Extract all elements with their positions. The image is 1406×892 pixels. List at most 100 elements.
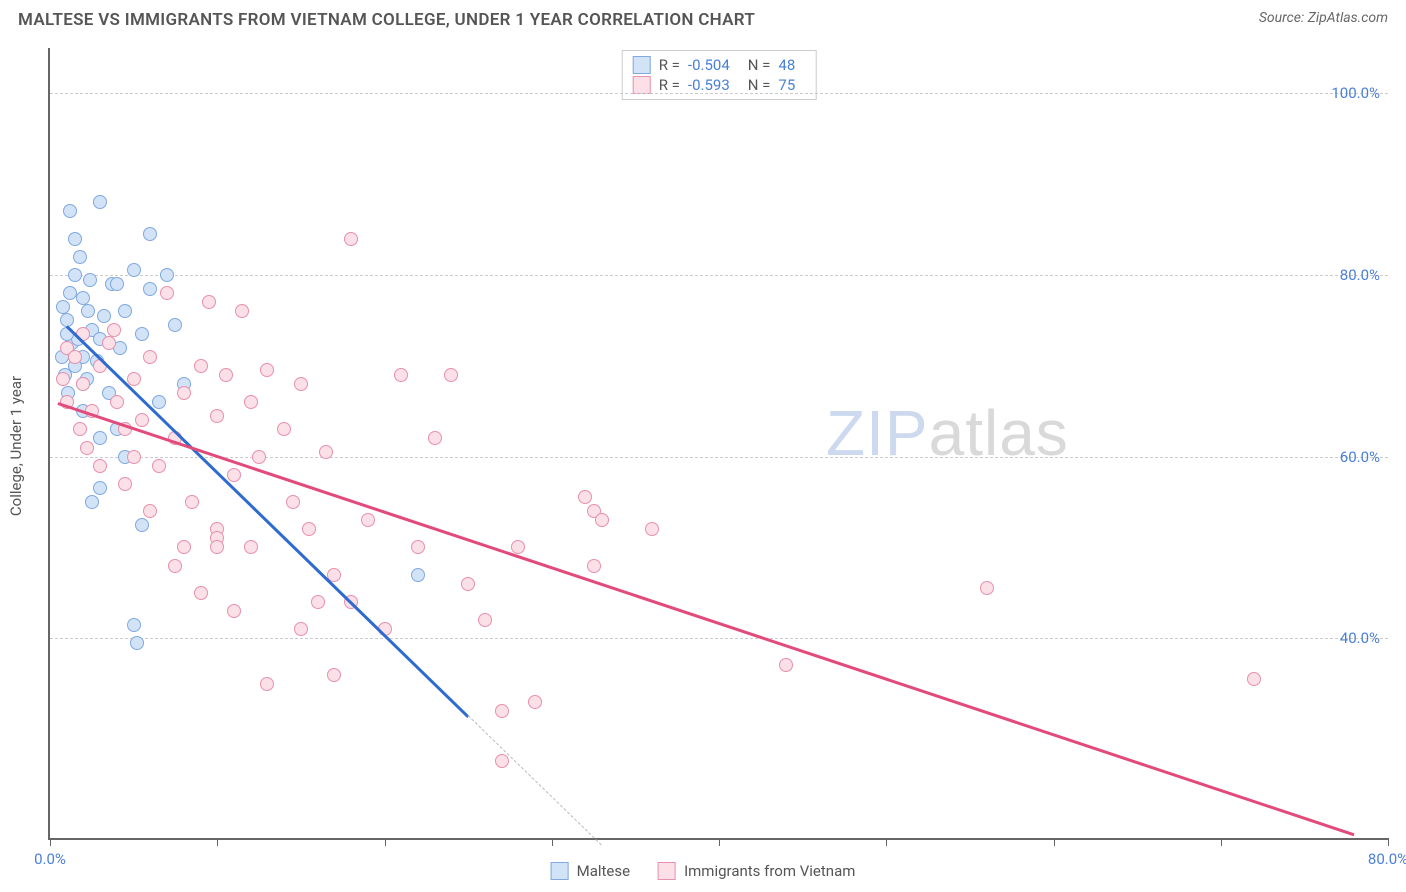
x-tick — [50, 838, 51, 846]
data-point-vietnam — [260, 677, 274, 691]
data-point-vietnam — [461, 577, 475, 591]
data-point-vietnam — [194, 586, 208, 600]
data-point-vietnam — [277, 422, 291, 436]
x-tick — [552, 838, 553, 846]
data-point-maltese — [135, 327, 149, 341]
data-point-maltese — [93, 481, 107, 495]
data-point-vietnam — [980, 581, 994, 595]
legend-label: Immigrants from Vietnam — [684, 862, 855, 880]
data-point-vietnam — [587, 559, 601, 573]
scatter-chart: ZIPatlas R = -0.504 N = 48 R = -0.593 N = 75 40… — [48, 48, 1388, 840]
data-point-vietnam — [177, 386, 191, 400]
y-tick-label: 80.0% — [1340, 266, 1380, 284]
r-value: -0.504 — [688, 56, 730, 74]
data-point-vietnam — [210, 409, 224, 423]
y-axis-label: College, Under 1 year — [7, 376, 25, 516]
series-legend: Maltese Immigrants from Vietnam — [551, 862, 856, 880]
gridline — [50, 275, 1388, 276]
data-point-vietnam — [110, 395, 124, 409]
legend-swatch-icon — [633, 76, 651, 94]
gridline — [50, 457, 1388, 458]
data-point-maltese — [130, 636, 144, 650]
x-tick-label: 0.0% — [34, 850, 66, 868]
data-point-vietnam — [244, 540, 258, 554]
data-point-vietnam — [80, 441, 94, 455]
data-point-vietnam — [76, 377, 90, 391]
n-label: N = — [748, 56, 771, 74]
data-point-vietnam — [143, 504, 157, 518]
y-tick-label: 60.0% — [1340, 448, 1380, 466]
data-point-vietnam — [118, 477, 132, 491]
data-point-vietnam — [185, 495, 199, 509]
data-point-maltese — [68, 232, 82, 246]
x-tick — [719, 838, 720, 846]
data-point-vietnam — [235, 304, 249, 318]
legend-swatch-icon — [633, 56, 651, 74]
data-point-vietnam — [135, 413, 149, 427]
data-point-vietnam — [194, 359, 208, 373]
chart-header: MALTESE VS IMMIGRANTS FROM VIETNAM COLLE… — [0, 0, 1406, 34]
trend-line — [468, 716, 602, 847]
data-point-maltese — [73, 250, 87, 264]
y-tick-label: 40.0% — [1340, 629, 1380, 647]
data-point-vietnam — [779, 658, 793, 672]
data-point-maltese — [97, 309, 111, 323]
data-point-vietnam — [93, 459, 107, 473]
x-tick — [385, 838, 386, 846]
data-point-vietnam — [227, 604, 241, 618]
data-point-maltese — [168, 318, 182, 332]
r-label: R = — [659, 76, 680, 94]
n-value: 75 — [778, 76, 795, 94]
source-prefix: Source: — [1259, 10, 1308, 26]
data-point-vietnam — [227, 468, 241, 482]
source-attribution: Source: ZipAtlas.com — [1259, 10, 1388, 26]
data-point-vietnam — [102, 336, 116, 350]
r-label: R = — [659, 56, 680, 74]
data-point-vietnam — [219, 368, 233, 382]
data-point-vietnam — [478, 613, 492, 627]
stats-row-maltese: R = -0.504 N = 48 — [633, 55, 806, 75]
stats-row-vietnam: R = -0.593 N = 75 — [633, 75, 806, 95]
data-point-maltese — [152, 395, 166, 409]
data-point-vietnam — [152, 459, 166, 473]
data-point-vietnam — [210, 540, 224, 554]
data-point-vietnam — [56, 372, 70, 386]
trend-line — [58, 402, 1355, 836]
data-point-vietnam — [595, 513, 609, 527]
chart-title: MALTESE VS IMMIGRANTS FROM VIETNAM COLLE… — [18, 10, 755, 30]
data-point-vietnam — [495, 704, 509, 718]
data-point-vietnam — [444, 368, 458, 382]
n-value: 48 — [778, 56, 795, 74]
data-point-maltese — [127, 263, 141, 277]
data-point-vietnam — [394, 368, 408, 382]
watermark-part2: atlas — [929, 397, 1069, 469]
data-point-maltese — [127, 618, 141, 632]
legend-item-maltese: Maltese — [551, 862, 630, 880]
data-point-vietnam — [311, 595, 325, 609]
data-point-maltese — [411, 568, 425, 582]
data-point-vietnam — [68, 350, 82, 364]
data-point-vietnam — [578, 490, 592, 504]
gridline — [50, 638, 1388, 639]
x-tick — [1388, 838, 1389, 846]
data-point-maltese — [85, 495, 99, 509]
data-point-vietnam — [286, 495, 300, 509]
data-point-vietnam — [645, 522, 659, 536]
data-point-vietnam — [260, 363, 274, 377]
source-link[interactable]: ZipAtlas.com — [1308, 10, 1388, 26]
data-point-vietnam — [244, 395, 258, 409]
x-tick — [1054, 838, 1055, 846]
data-point-maltese — [81, 304, 95, 318]
gridline — [50, 93, 1388, 94]
data-point-vietnam — [73, 422, 87, 436]
y-tick-label: 100.0% — [1331, 84, 1380, 102]
data-point-vietnam — [127, 450, 141, 464]
r-value: -0.593 — [688, 76, 730, 94]
data-point-maltese — [83, 273, 97, 287]
data-point-vietnam — [160, 286, 174, 300]
data-point-maltese — [118, 304, 132, 318]
data-point-maltese — [68, 268, 82, 282]
watermark: ZIPatlas — [826, 396, 1069, 470]
data-point-vietnam — [302, 522, 316, 536]
n-label: N = — [748, 76, 771, 94]
